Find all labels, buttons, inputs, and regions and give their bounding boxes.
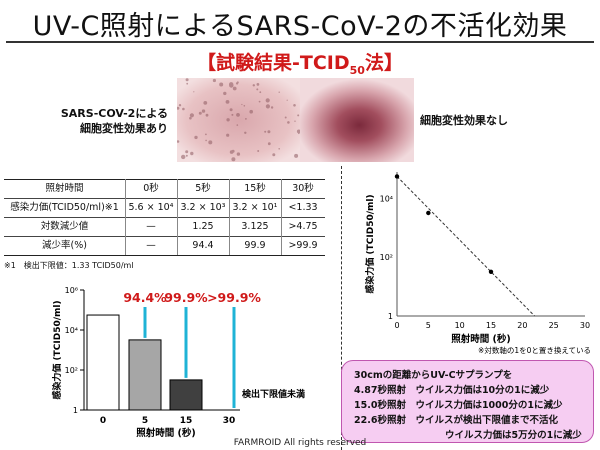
scatter-x-tick-label: 5 (426, 321, 431, 330)
reduction-percent-label: 94.4% (123, 290, 167, 305)
scatter-point (426, 210, 431, 216)
scatter-x-tick-label: 15 (486, 321, 496, 330)
bar (128, 339, 162, 411)
bar (86, 314, 120, 411)
scatter-x-tick-label: 30 (580, 321, 590, 330)
section-subtitle: 【試験結果-TCID50法】 (0, 48, 600, 77)
subtitle-post: 法】 (364, 52, 403, 74)
right-image-label: 細胞変性効果なし (420, 114, 508, 127)
scatter-point (488, 269, 494, 274)
summary-line-4: 22.6秒照射 ウイルスが検出下限値まで不活化 (354, 415, 558, 426)
scatter-note: ※対数軸の1を0と置き換えている (478, 345, 591, 355)
table-cell: 99.9 (244, 240, 266, 251)
scatter-x-tick-label: 25 (549, 321, 559, 330)
scatter-x-tick-label: 10 (455, 321, 465, 330)
scatter-x-tick-label: 20 (517, 321, 527, 330)
table-cell: — (146, 221, 156, 232)
cpe-present-micrograph (177, 78, 300, 162)
bar-y-tick-label: 10⁴ (65, 326, 78, 335)
bar-y-axis-label: 感染力価 (TCID50/ml) (51, 300, 63, 399)
scatter-chart: 1 10² 10⁴ 0 5 10 15 20 25 30 感染力価 (TCID50/ml) 照射時間 … (364, 172, 591, 355)
scatter-x-tick-label: 0 (394, 321, 399, 330)
table-footnote: ※1 検出下限値：1.33 TCID50/ml (4, 261, 134, 270)
table-header-cell: 0秒 (143, 183, 159, 194)
table-cell: 5.6 × 10⁴ (128, 202, 174, 213)
section-divider (341, 166, 342, 450)
table-cell: >99.9 (288, 240, 318, 251)
bar-x-tick-label: 0 (100, 416, 106, 426)
scatter-x-axis-label: 照射時間 (秒) (451, 333, 511, 345)
bar-x-tick-label: 30 (223, 416, 236, 426)
summary-line-5: ウイルス力価は5万分の1に減少 (445, 430, 582, 441)
bar-y-tick-label: 10² (65, 366, 78, 375)
bar-x-axis-label: 照射時間 (秒) (136, 427, 196, 439)
table-rule (4, 217, 325, 218)
table-divider (125, 179, 126, 255)
page-title: UV-C照射によるSARS-CoV-2の不活化効果 (32, 11, 568, 42)
table-header-cell: 5秒 (195, 183, 211, 194)
table-cell: <1.33 (288, 202, 318, 213)
table-cell: >4.75 (288, 221, 318, 232)
copyright-footer: FARMROID All rights reserved (233, 438, 367, 448)
scatter-y-tick-label: 10⁴ (380, 194, 393, 203)
table-cell: 3.125 (241, 221, 269, 232)
table-header-cell: 照射時間 (45, 183, 84, 194)
scatter-trendline (396, 176, 535, 317)
scatter-y-tick-label: 1 (388, 312, 393, 321)
table-cell: 感染力価(TCID50/ml)※1 (10, 202, 119, 213)
table-cell: 減少率(%) (42, 240, 87, 251)
table-cell: — (146, 240, 156, 251)
reduction-percent-label: 99.9% (164, 290, 208, 305)
subtitle-sub: 50 (349, 63, 365, 77)
table-rule (4, 179, 325, 180)
reduction-percent-label: >99.9% (207, 290, 261, 305)
scatter-point (394, 174, 400, 179)
cpe-absent-micrograph (300, 78, 414, 162)
summary-line-1: 30cmの距離からUV-Cサプランプを (354, 370, 513, 381)
left-image-label-line1: SARS-COV-2による (60, 107, 168, 120)
title-divider (6, 41, 594, 43)
bar-y-tick-label: 10⁶ (65, 286, 78, 295)
table-rule (4, 198, 325, 199)
below-detection-limit-label: 検出下限値未満 (242, 388, 305, 400)
table-divider (281, 179, 282, 255)
table-divider (177, 179, 178, 255)
bar (169, 379, 203, 411)
subtitle-pre: 【試験結果-TCID (197, 52, 350, 74)
table-cell: 対数減少値 (40, 221, 89, 232)
table-header-cell: 15秒 (244, 183, 266, 194)
table-cell: 3.2 × 10³ (180, 202, 226, 213)
table-cell: 1.25 (192, 221, 214, 232)
table-rule (4, 236, 325, 237)
table-divider (229, 179, 230, 255)
table-cell: 94.4 (192, 240, 214, 251)
summary-line-2: 4.87秒照射 ウイルス力価は10分の1に減少 (354, 385, 550, 396)
bar-y-tick-label: 1 (73, 406, 78, 415)
left-image-label-line2: 細胞変性効果あり (80, 122, 168, 135)
bar-x-tick-label: 15 (180, 416, 193, 426)
table-header-cell: 30秒 (292, 183, 314, 194)
scatter-y-axis-label: 感染力価 (TCID50/ml) (364, 194, 376, 293)
summary-line-3: 15.0秒照射 ウイルス力価は1000分の1に減少 (354, 400, 563, 411)
left-image-label: SARS-COV-2による 細胞変性効果あり (44, 106, 168, 136)
table-cell: 3.2 × 10¹ (232, 202, 278, 213)
table-rule (4, 255, 325, 256)
scatter-y-tick-label: 10² (380, 253, 393, 262)
bar-x-tick-label: 5 (142, 416, 148, 426)
summary-box: 30cmの距離からUV-Cサプランプを 4.87秒照射 ウイルス力価は10分の1… (341, 360, 594, 443)
